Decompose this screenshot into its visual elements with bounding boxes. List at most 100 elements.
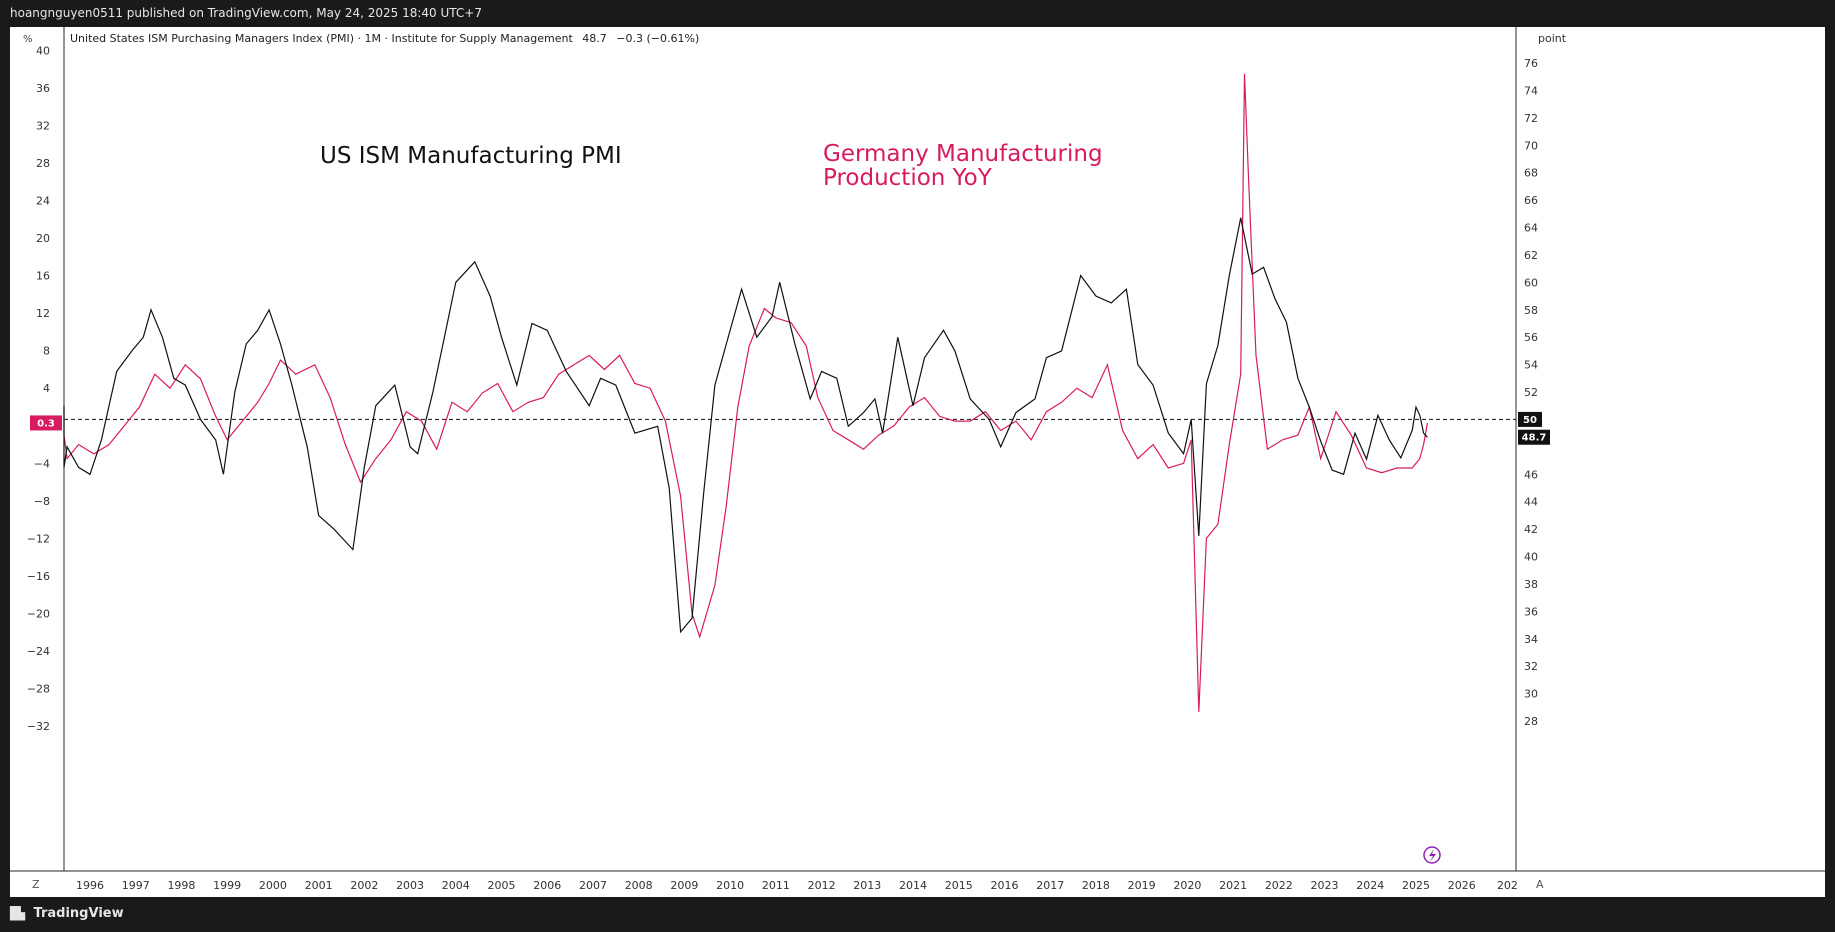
time-axis-tick-label: 2013	[853, 879, 881, 892]
right-axis-tick-label: 70	[1524, 139, 1538, 152]
time-axis-tick-label: 2000	[259, 879, 287, 892]
chart-svg[interactable]: United States ISM Purchasing Managers In…	[10, 27, 1825, 897]
left-axis-tick-label: 36	[36, 82, 50, 95]
left-axis-tick-label: −8	[34, 495, 50, 508]
time-axis-tick-label: 1998	[167, 879, 195, 892]
right-axis-tick-label: 34	[1524, 633, 1538, 646]
tradingview-brand-text: TradingView	[33, 905, 124, 921]
left-current-label: 0.3	[37, 418, 55, 429]
time-axis-tick-label: 2016	[990, 879, 1018, 892]
right-reference-badge: 50	[1518, 411, 1542, 427]
right-axis-tick-label: 52	[1524, 386, 1538, 399]
right-reference-label: 50	[1523, 415, 1537, 426]
right-axis-tick-label: 44	[1524, 496, 1538, 509]
right-axis-tick-label: 36	[1524, 605, 1538, 618]
time-axis-tick-label: 2008	[625, 879, 653, 892]
time-axis-tick-label: 2015	[945, 879, 973, 892]
right-current-badge: 48.7	[1518, 429, 1550, 445]
time-axis-tick-label: 2006	[533, 879, 561, 892]
time-axis-tick-label: 2012	[808, 879, 836, 892]
time-axis-tick-label: 2005	[488, 879, 516, 892]
right-axis-tick-label: 66	[1524, 194, 1538, 207]
left-axis-tick-label: 8	[43, 345, 50, 358]
germany-production-line	[63, 73, 1428, 712]
tradingview-logo-icon: ▇▖	[10, 905, 31, 921]
time-axis-tick-label: 2020	[1173, 879, 1201, 892]
time-axis-tick-label: 2009	[670, 879, 698, 892]
time-axis-tick-label: 2021	[1219, 879, 1247, 892]
time-axis-tick-label: 2018	[1082, 879, 1110, 892]
time-axis-ticks: 1996 1997 1998 1999 2000 2001 2002 2003 2004 2005…	[76, 879, 1518, 892]
left-axis-tick-label: −20	[27, 607, 50, 620]
left-axis-tick-label: −12	[27, 532, 50, 545]
time-axis-tick-label: 202	[1497, 879, 1518, 892]
left-axis-tick-label: −4	[34, 457, 50, 470]
time-axis-tick-label: 1999	[213, 879, 241, 892]
time-axis-tick-label: 2025	[1402, 879, 1430, 892]
legend-last-value: 48.7	[582, 32, 607, 45]
time-axis-tick-label: 1997	[122, 879, 150, 892]
auto-scale-button[interactable]: A	[1536, 878, 1544, 891]
right-axis-ticks: 76 74 72 70 68 66 64 62 60 58 56 54 52 46 44 42 40 38 36 34…	[1524, 57, 1538, 728]
left-axis-tick-label: 24	[36, 195, 50, 208]
time-axis-tick-label: 2002	[350, 879, 378, 892]
right-axis-tick-label: 46	[1524, 468, 1538, 481]
published-text: hoangnguyen0511 published on TradingView…	[10, 6, 482, 20]
right-axis-tick-label: 76	[1524, 57, 1538, 70]
right-axis-tick-label: 72	[1524, 112, 1538, 125]
us-pmi-line	[63, 217, 1428, 634]
left-axis-unit: %	[23, 34, 33, 45]
time-axis-tick-label: 2026	[1448, 879, 1476, 892]
right-axis-tick-label: 58	[1524, 304, 1538, 317]
zoom-reset-button[interactable]: Z	[32, 878, 40, 891]
time-axis-tick-label: 2007	[579, 879, 607, 892]
chart-frame: United States ISM Purchasing Managers In…	[10, 27, 1825, 897]
left-axis-tick-label: 28	[36, 157, 50, 170]
right-axis-unit: point	[1538, 32, 1567, 45]
time-axis-tick-label: 2004	[442, 879, 470, 892]
left-current-badge: 0.3	[30, 415, 62, 431]
left-axis-ticks: 4036322824201612840−4−8−12−16−20−24−28−3…	[27, 44, 50, 733]
left-axis-tick-label: 16	[36, 270, 50, 283]
left-axis-tick-label: −16	[27, 570, 50, 583]
time-axis-tick-label: 2011	[762, 879, 790, 892]
left-axis-tick-label: −28	[27, 682, 50, 695]
left-axis-tick-label: −32	[27, 720, 50, 733]
left-axis-tick-label: 12	[36, 307, 50, 320]
left-axis-tick-label: 40	[36, 44, 50, 57]
legend-change: −0.3 (−0.61%)	[616, 32, 699, 45]
germany-annotation-line1: Germany Manufacturing	[823, 141, 1103, 167]
right-axis-tick-label: 56	[1524, 331, 1538, 344]
time-axis-tick-label: 2010	[716, 879, 744, 892]
right-axis-tick-label: 40	[1524, 551, 1538, 564]
right-axis-tick-label: 62	[1524, 249, 1538, 262]
germany-annotation-line2: Production YoY	[823, 165, 993, 191]
time-axis-tick-label: 1996	[76, 879, 104, 892]
left-axis-tick-label: 32	[36, 120, 50, 133]
right-axis-tick-label: 38	[1524, 578, 1538, 591]
time-axis-tick-label: 2003	[396, 879, 424, 892]
time-axis-tick-label: 2022	[1265, 879, 1293, 892]
left-axis-tick-label: 20	[36, 232, 50, 245]
footer-bar: ▇▖ TradingView	[0, 897, 1835, 932]
legend-symbol-text: United States ISM Purchasing Managers In…	[70, 32, 573, 45]
right-axis-tick-label: 64	[1524, 222, 1538, 235]
time-axis-tick-label: 2014	[899, 879, 927, 892]
time-axis-tick-label: 2023	[1311, 879, 1339, 892]
time-axis-tick-label: 2001	[305, 879, 333, 892]
legend-symbol: United States ISM Purchasing Managers In…	[70, 32, 699, 45]
tradingview-logo[interactable]: ▇▖ TradingView	[10, 905, 124, 921]
right-axis-tick-label: 28	[1524, 715, 1538, 728]
right-current-label: 48.7	[1522, 433, 1547, 444]
right-axis-tick-label: 42	[1524, 523, 1538, 536]
time-axis-tick-label: 2017	[1036, 879, 1064, 892]
right-axis-tick-label: 54	[1524, 359, 1538, 372]
right-axis-tick-label: 30	[1524, 688, 1538, 701]
right-axis-tick-label: 74	[1524, 84, 1538, 97]
right-axis-tick-label: 60	[1524, 276, 1538, 289]
lightning-icon[interactable]	[1423, 846, 1441, 864]
left-axis-tick-label: 4	[43, 382, 50, 395]
right-axis-tick-label: 68	[1524, 167, 1538, 180]
us-pmi-annotation: US ISM Manufacturing PMI	[320, 143, 622, 169]
left-axis-tick-label: −24	[27, 645, 50, 658]
